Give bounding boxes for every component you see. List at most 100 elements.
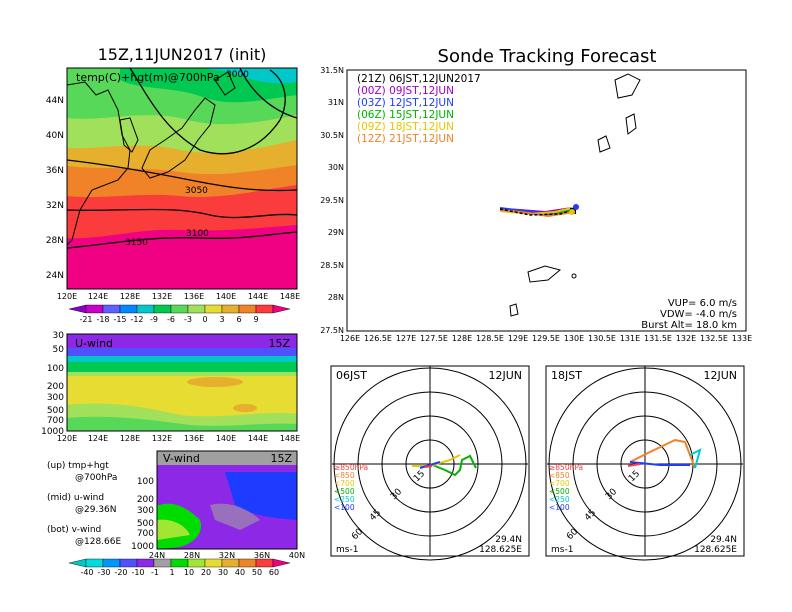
level-legend: <850 [334,471,355,480]
vwind-time: 15Z [270,452,292,465]
launch-entry: (09Z) 18JST,12JUN [357,121,454,133]
temperature-colorbar-labels: -21 -18 -15 -12 -9 -6 -3 0 3 6 9 [79,315,258,324]
lon-tick: 128.5E [476,334,504,343]
lat-tick: 28N [184,551,200,560]
colorbar-swatch [187,304,206,314]
note: (up) tmp+hgt [47,461,109,471]
hodo-lon: 128.625E [694,545,737,555]
launch-entry: (06Z) 15JST,12JUN [357,109,454,121]
track-title: Sonde Tracking Forecast [438,46,657,67]
launch-entry: (03Z) 12JST,12JUN [357,97,454,109]
lon-tick: 140E [216,292,236,301]
lat-tick: 30.5N [320,131,344,140]
cbar-label: -6 [167,315,175,324]
lon-tick: 128E [120,434,140,443]
level-legend: ≥850hPa [549,463,583,472]
lon-tick: 130E [564,334,584,343]
p-tick: 100 [47,364,64,374]
cbar-label: -10 [131,568,144,577]
colorbar-swatch [238,304,257,314]
cbar-label: -9 [150,315,158,324]
contour-label-3100: 3100 [186,229,209,239]
cbar-label: 3 [219,315,224,324]
track-lon-ticks: 126E 126.5E 127E 127.5E 128E 128.5E 129E… [340,334,752,343]
lon-tick: 124E [88,434,108,443]
level-legend: <700 [549,479,570,488]
lat-tick: 28N [46,236,64,246]
lat-tick: 30N [328,163,344,172]
lon-tick: 131.5E [644,334,672,343]
uwind-p-ticks: 30 50 100 200 300 500 700 1000 [41,331,64,437]
cbar-label: -15 [113,315,126,324]
hodo-unit: ms-1 [551,545,573,555]
colorbar-swatch [272,558,291,568]
lon-tick: 127.5E [420,334,448,343]
lat-tick: 29N [328,228,344,237]
colorbar-swatch [204,558,223,568]
p-tick: 500 [137,519,154,529]
lon-tick: 148E [280,292,300,301]
lon-tick: 120E [57,292,77,301]
cbar-label: -3 [184,315,192,324]
cbar-label: -40 [80,568,93,577]
colorbar-swatch [255,304,274,314]
colorbar-swatch [102,558,121,568]
contour-label-3000: 3000 [226,70,249,80]
map-label: temp(C)+hgt(m)@700hPa [76,71,220,84]
hodo-lat: 29.4N [710,535,737,545]
param-burst: Burst Alt= 18.0 km [641,320,737,331]
cbar-label: 9 [253,315,258,324]
level-legend: <250 [334,495,355,504]
lon-tick: 136E [184,434,204,443]
level-legend: <100 [549,503,570,512]
p-tick: 700 [137,529,154,539]
cbar-label: 10 [184,568,194,577]
cbar-label: 1 [169,568,174,577]
lon-tick: 140E [216,434,236,443]
panel-notes: (up) tmp+hgt @700hPa (mid) u-wind @29.36… [47,461,121,547]
cbar-label: 30 [218,568,228,577]
colorbar-swatch [238,558,257,568]
lon-tick: 127E [396,334,416,343]
lat-tick: 24N [46,271,64,281]
colorbar-swatch [170,304,189,314]
hodo-date: 12JUN [488,369,522,382]
launch-entry: (00Z) 09JST,12JUN [357,85,454,97]
p-tick: 200 [47,382,64,392]
sonde-tracks [499,204,579,218]
cbar-label: 0 [202,315,207,324]
cbar-label: 60 [269,568,279,577]
contour-label-3150: 3150 [125,238,148,248]
note: (bot) v-wind [47,525,101,535]
p-tick: 700 [47,416,64,426]
launch-entry: (12Z) 21JST,12JUN [357,133,454,145]
lon-tick: 129E [508,334,528,343]
lon-tick: 124E [88,292,108,301]
param-vdw: VDW= -4.0 m/s [660,309,737,320]
p-tick: 30 [53,331,65,341]
colorbar-swatch [68,558,87,568]
vwind-panel [157,451,297,549]
colorbar-swatch [170,558,189,568]
p-tick: 50 [53,345,65,355]
note: (mid) u-wind [47,493,104,503]
lon-tick: 129.5E [532,334,560,343]
uwind-lon-ticks: 120E 124E 128E 132E 136E 140E 144E 148E [57,434,300,443]
level-legend: ≥850hPa [334,463,368,472]
lon-tick: 130.5E [588,334,616,343]
lat-tick: 40N [46,131,64,141]
lat-tick: 40N [289,551,305,560]
map-lat-ticks: 44N 40N 36N 32N 28N 24N [46,96,64,281]
cbar-label: -1 [151,568,159,577]
p-tick: 100 [137,477,154,487]
map-title: 15Z,11JUN2017 (init) [98,45,267,64]
note: @700hPa [75,473,117,483]
lon-tick: 132E [152,292,172,301]
contour-label-3050: 3050 [185,186,208,196]
lon-tick: 148E [280,434,300,443]
lon-tick: 131E [620,334,640,343]
lat-tick: 36N [254,551,270,560]
lat-tick: 28N [328,293,344,302]
lat-tick: 32N [46,201,64,211]
